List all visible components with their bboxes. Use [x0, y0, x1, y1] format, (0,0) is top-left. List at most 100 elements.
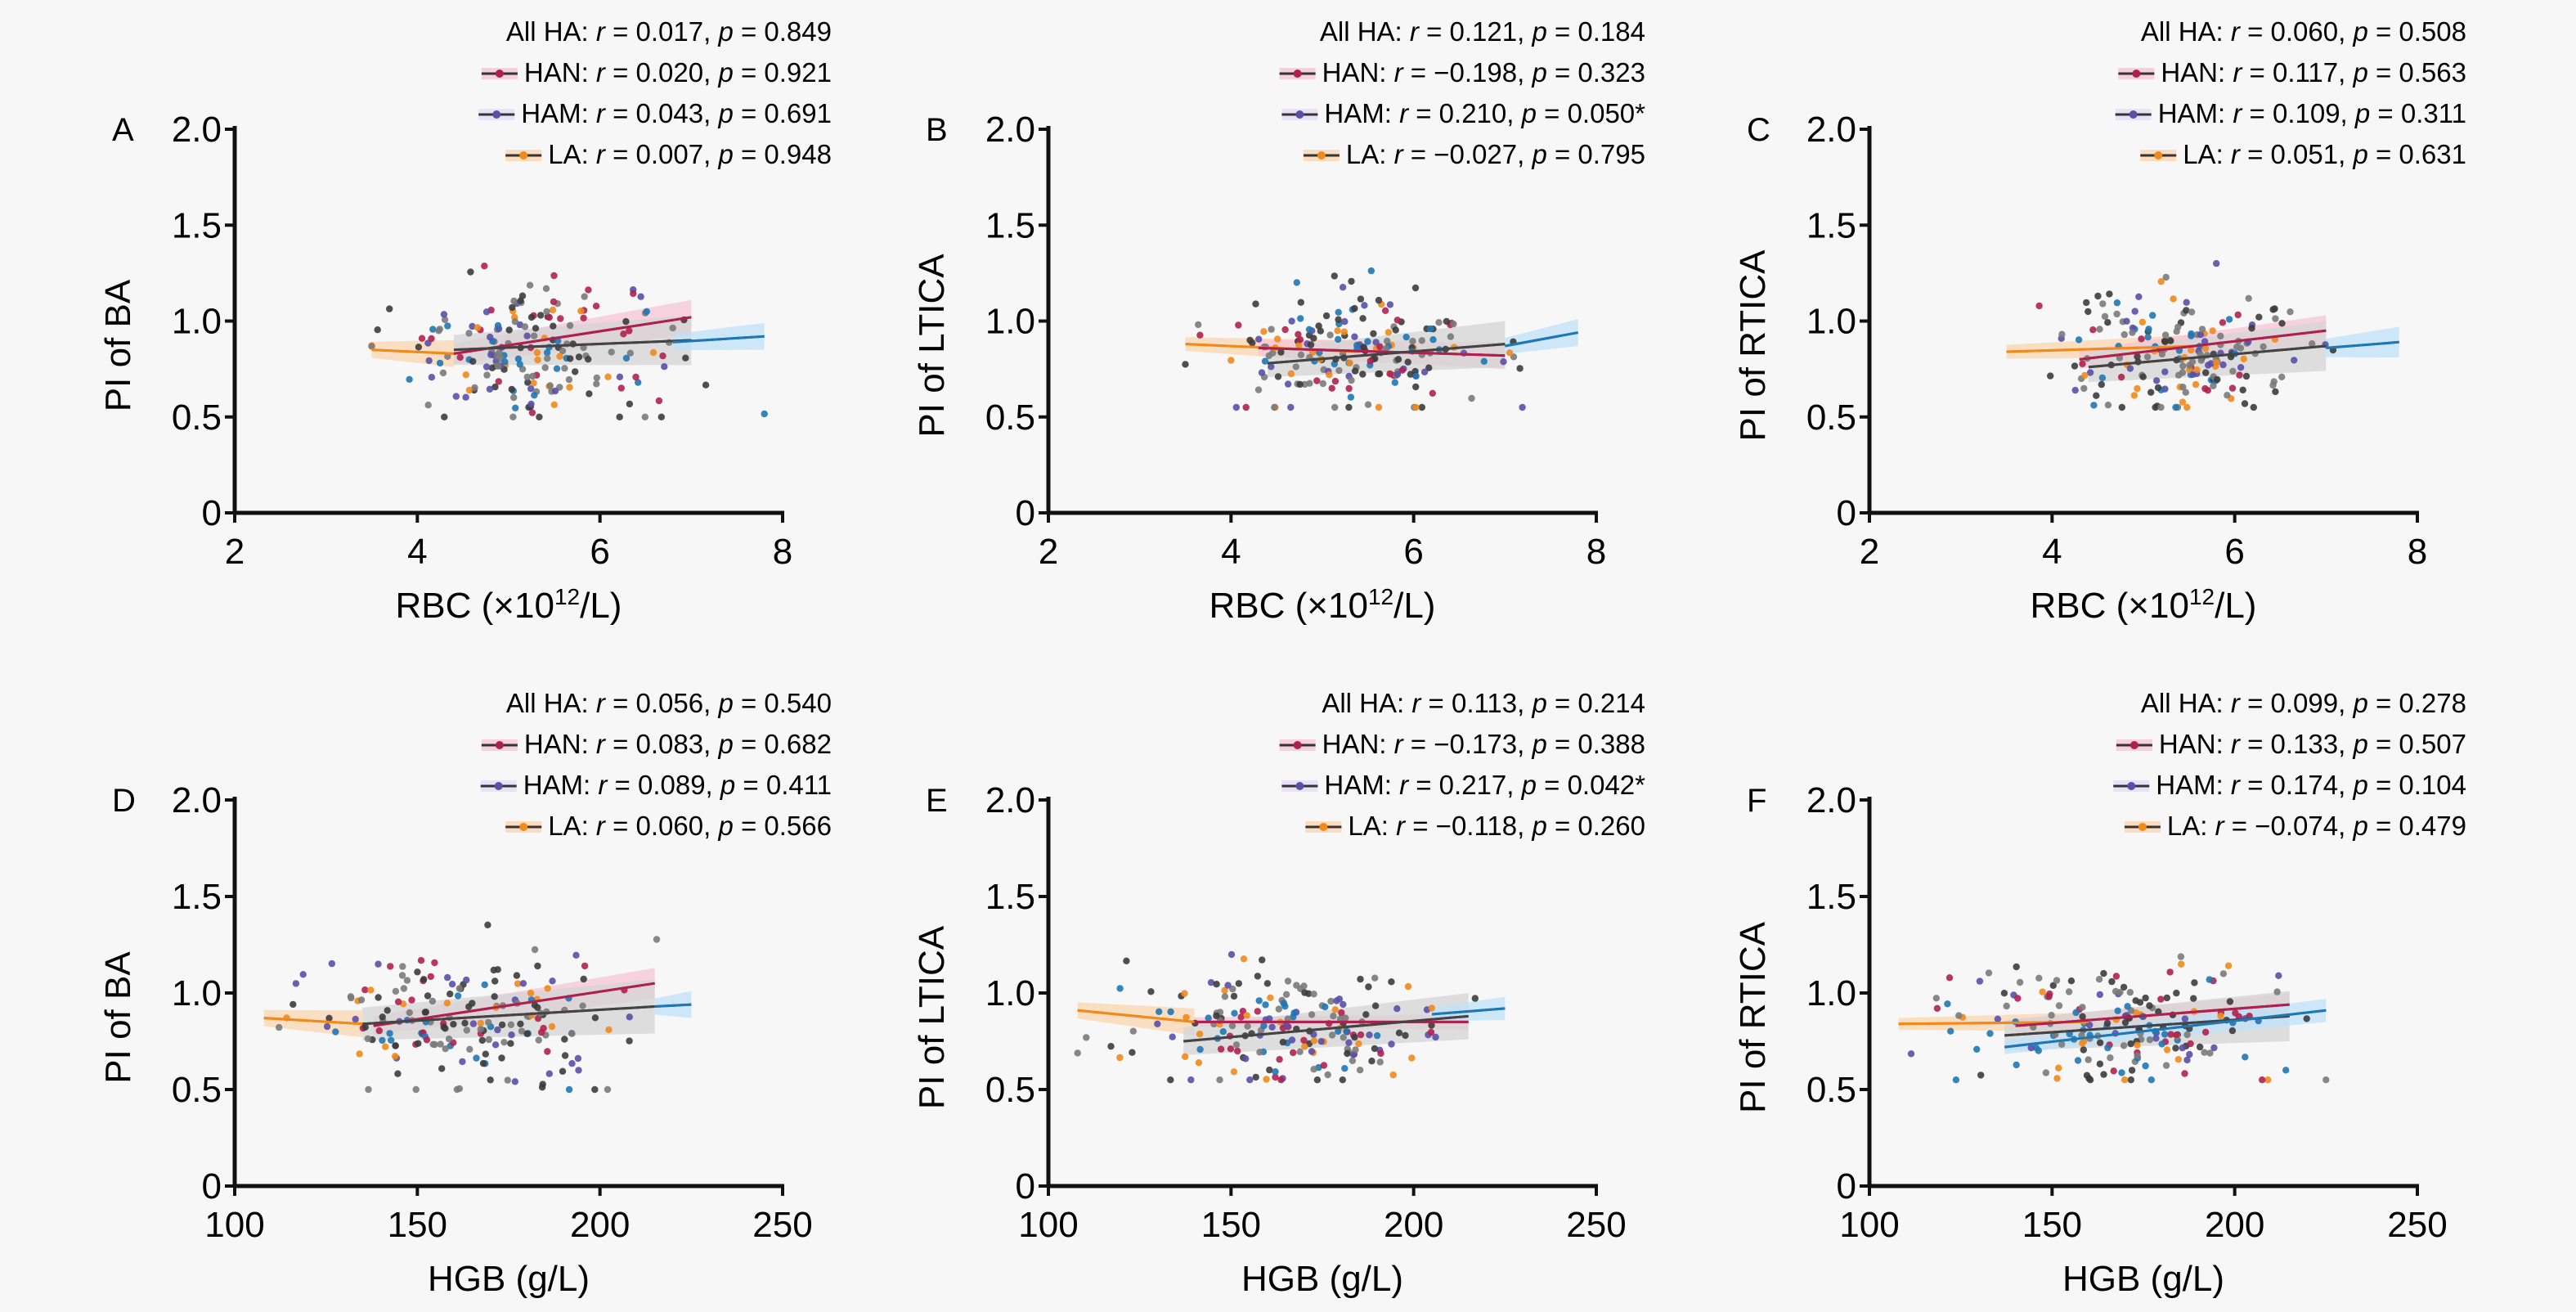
- data-point: [507, 1021, 515, 1029]
- data-point: [2089, 326, 2097, 334]
- legend-r-symbol: r: [1399, 98, 1410, 128]
- data-point: [659, 352, 666, 360]
- legend-marker-ham: [1295, 782, 1304, 790]
- data-point: [2186, 1050, 2193, 1058]
- legend-label: All HA: r = 0.121, p = 0.184: [1320, 16, 1645, 47]
- legend-r-symbol: r: [596, 16, 607, 47]
- data-point: [514, 355, 523, 362]
- x-axis-title-main: HGB (g/L): [2062, 1259, 2224, 1299]
- data-point: [2055, 1002, 2063, 1009]
- data-point: [1375, 296, 1383, 304]
- y-tick-label: 0.5: [172, 1070, 222, 1110]
- data-point: [1292, 363, 1300, 371]
- data-point: [516, 361, 523, 368]
- data-point: [429, 1040, 437, 1049]
- legend-group: HAN:: [2161, 57, 2233, 88]
- data-point: [429, 326, 437, 333]
- legend: All HA: r = 0.060, p = 0.508 HAN: r = 0.1…: [2115, 16, 2466, 169]
- legend-item-ham: HAM: r = 0.174, p = 0.104: [2113, 770, 2466, 800]
- data-point: [386, 1030, 393, 1037]
- data-point: [1331, 272, 1339, 280]
- data-point: [2120, 1076, 2129, 1084]
- y-tick-label: 0: [1016, 1166, 1035, 1206]
- data-point: [505, 326, 513, 334]
- data-point: [412, 1085, 420, 1094]
- legend-marker-la: [519, 151, 528, 160]
- data-point: [2085, 308, 2092, 316]
- data-point: [604, 1085, 612, 1094]
- data-point: [1506, 349, 1514, 357]
- data-point: [428, 335, 435, 343]
- data-point: [379, 1013, 386, 1021]
- data-point: [375, 1027, 383, 1035]
- data-point: [1411, 284, 1420, 292]
- data-point: [391, 1053, 399, 1060]
- legend-p-value: = 0.050*: [1537, 98, 1645, 128]
- data-point: [2126, 989, 2134, 996]
- regression-line-han: [2079, 329, 2327, 361]
- y-tick-label: 2.0: [1806, 110, 1856, 150]
- x-axis-title-main: HGB (g/L): [1241, 1259, 1403, 1299]
- data-point: [550, 298, 558, 306]
- data-point: [453, 1085, 461, 1094]
- data-point: [2240, 355, 2247, 362]
- data-point: [1341, 1065, 1349, 1072]
- data-point: [1429, 336, 1437, 344]
- x-tick-label: 6: [2224, 532, 2244, 572]
- data-point: [1398, 366, 1406, 374]
- data-point: [1259, 956, 1266, 964]
- data-point: [1356, 1067, 1364, 1074]
- data-point: [2145, 326, 2152, 333]
- x-axis-title-main: HGB (g/L): [428, 1259, 590, 1299]
- legend-item-ham: HAM: r = 0.089, p = 0.411: [480, 770, 832, 800]
- data-point: [2269, 306, 2277, 313]
- regression-line-all-ha: [453, 339, 692, 352]
- data-point: [1468, 394, 1475, 402]
- data-point: [1129, 1027, 1138, 1035]
- data-point: [2264, 1076, 2272, 1084]
- data-point: [2126, 365, 2134, 372]
- data-point: [417, 957, 425, 964]
- data-point: [1317, 1038, 1325, 1045]
- data-point: [2123, 317, 2130, 325]
- data-point: [399, 963, 406, 970]
- data-point: [2161, 337, 2169, 345]
- legend: All HA: r = 0.056, p = 0.540 HAN: r = 0.0…: [480, 688, 832, 841]
- data-point: [1267, 994, 1274, 1002]
- y-tick-label: 0.5: [1806, 1070, 1856, 1110]
- data-point: [2179, 398, 2187, 406]
- legend-p-value: = 0.948: [734, 139, 832, 169]
- data-point: [1254, 973, 1262, 980]
- data-point: [2152, 1035, 2160, 1042]
- data-point: [1293, 279, 1301, 286]
- data-point: [1328, 1031, 1336, 1039]
- data-point: [1933, 1004, 1941, 1013]
- regression-line-all-ha: [362, 1005, 655, 1026]
- data-point: [488, 364, 496, 371]
- data-point: [428, 374, 436, 381]
- ci-band-extra: [1505, 319, 1578, 354]
- legend-p-value: = 0.631: [2368, 139, 2466, 169]
- data-point: [2104, 1044, 2112, 1052]
- data-point: [2186, 362, 2193, 369]
- data-point: [2309, 340, 2316, 348]
- data-point: [2206, 1049, 2214, 1057]
- data-point: [456, 353, 464, 362]
- data-point: [2179, 369, 2187, 376]
- y-tick-label: 1.5: [985, 877, 1035, 917]
- data-point: [577, 308, 585, 315]
- data-point: [1207, 979, 1215, 986]
- data-point: [626, 327, 633, 335]
- legend-marker-han: [2132, 70, 2141, 78]
- x-tick-label: 250: [752, 1205, 812, 1245]
- data-point: [2181, 1015, 2189, 1022]
- data-point: [1907, 1050, 1915, 1058]
- data-point: [1284, 977, 1292, 985]
- panel-e: E 0 0.5 1.0 1.5 2.0 100 150 200 250 HGB (g/L) PI of…: [912, 688, 1645, 1299]
- data-point: [2116, 354, 2124, 362]
- data-point: [2188, 330, 2195, 338]
- legend-group: All HA:: [2141, 16, 2231, 47]
- y-axis-title: PI of BA: [98, 951, 138, 1084]
- data-point: [2047, 372, 2054, 380]
- data-point: [1340, 328, 1349, 335]
